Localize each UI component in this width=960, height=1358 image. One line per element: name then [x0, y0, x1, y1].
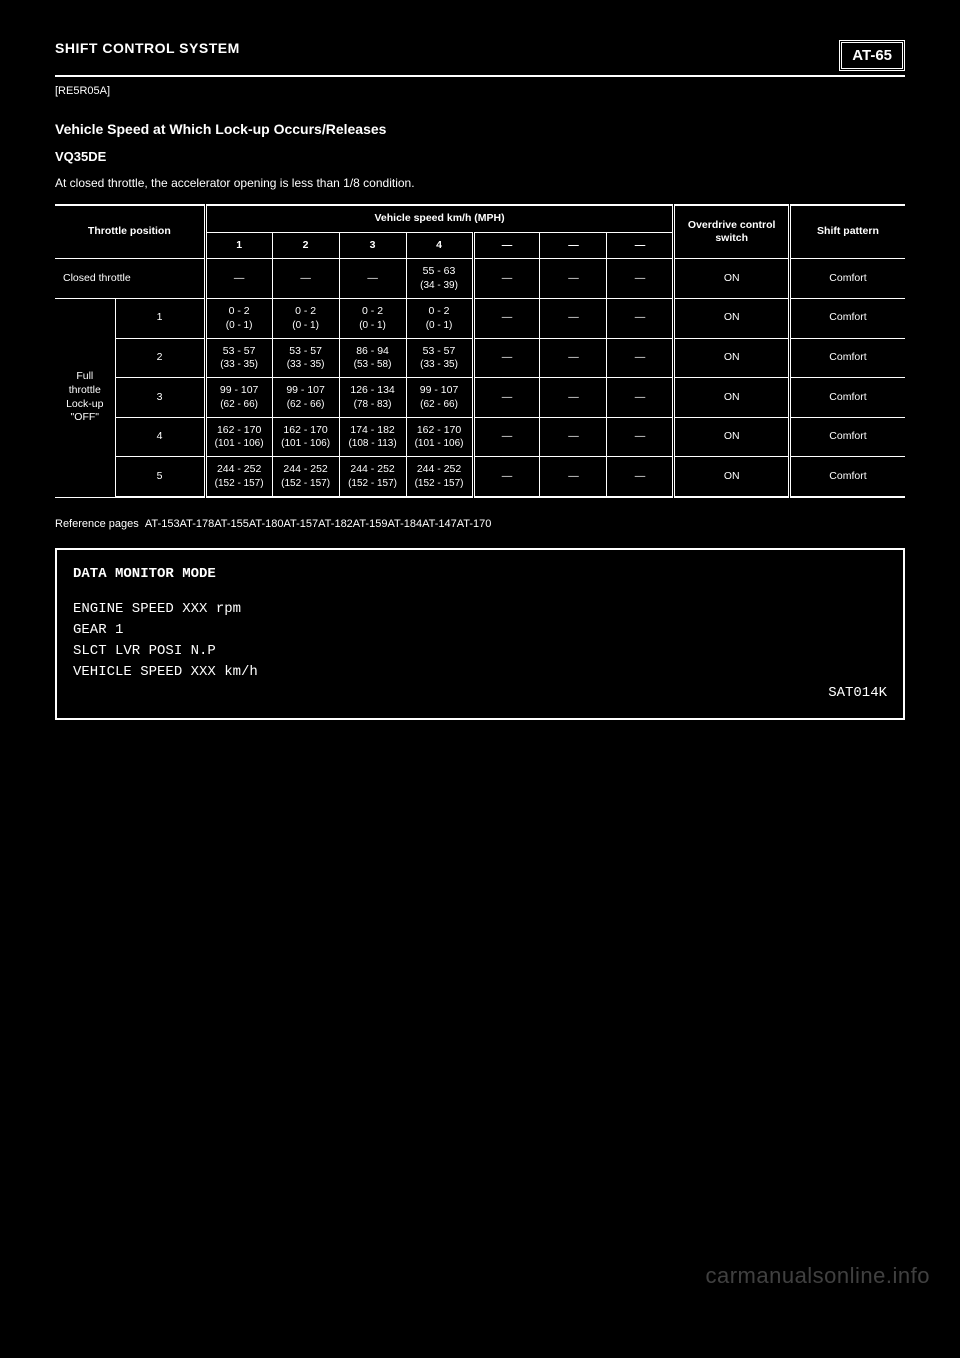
- th-pattern: Shift pattern: [789, 205, 905, 259]
- cell: —: [473, 298, 540, 338]
- header-rule: [55, 75, 905, 77]
- cell-gear: 4: [115, 417, 205, 457]
- cell: —: [473, 378, 540, 418]
- cell: 0 - 2(0 - 1): [205, 298, 272, 338]
- cell: 53 - 57(33 - 35): [406, 338, 473, 378]
- cell: 53 - 57(33 - 35): [205, 338, 272, 378]
- row-full-label: Full throttleLock-up "OFF": [55, 298, 115, 497]
- cell: —: [205, 259, 272, 299]
- section-subtitle: VQ35DE: [55, 149, 905, 164]
- page-code-badge: AT-65: [839, 40, 905, 71]
- monitor-line: ENGINE SPEED XXX rpm: [73, 599, 887, 620]
- cell: Comfort: [789, 378, 905, 418]
- cell: 162 - 170(101 - 106): [205, 417, 272, 457]
- meta-block: [RE5R05A]: [55, 85, 110, 97]
- monitor-line: GEAR 1: [73, 620, 887, 641]
- monitor-line: SLCT LVR POSI N.P: [73, 641, 887, 662]
- cell: 162 - 170(101 - 106): [272, 417, 339, 457]
- cell: 0 - 2(0 - 1): [339, 298, 406, 338]
- th-extra3: —: [607, 232, 674, 259]
- lockup-speed-table: Throttle position Vehicle speed km/h (MP…: [55, 204, 905, 498]
- cell: —: [540, 298, 607, 338]
- cell: Comfort: [789, 259, 905, 299]
- row-closed-label: Closed throttle: [55, 259, 205, 299]
- section-heading: Vehicle Speed at Which Lock-up Occurs/Re…: [55, 121, 905, 137]
- cell: 99 - 107(62 - 66): [272, 378, 339, 418]
- cell: ON: [674, 259, 789, 299]
- cell: —: [473, 338, 540, 378]
- cell: 162 - 170(101 - 106): [406, 417, 473, 457]
- cell: 244 - 252(152 - 157): [205, 457, 272, 497]
- th-g4: 4: [406, 232, 473, 259]
- cell: 86 - 94(53 - 58): [339, 338, 406, 378]
- cell: 55 - 63(34 - 39): [406, 259, 473, 299]
- cell: ON: [674, 378, 789, 418]
- cell: —: [540, 417, 607, 457]
- cell: —: [473, 259, 540, 299]
- cell: —: [339, 259, 406, 299]
- cell-gear: 2: [115, 338, 205, 378]
- th-g2: 2: [272, 232, 339, 259]
- cell-gear: 3: [115, 378, 205, 418]
- cell: —: [540, 338, 607, 378]
- page-title: SHIFT CONTROL SYSTEM: [55, 40, 240, 56]
- cell: —: [607, 417, 674, 457]
- cell: 99 - 107(62 - 66): [205, 378, 272, 418]
- cell: —: [272, 259, 339, 299]
- cell: 99 - 107(62 - 66): [406, 378, 473, 418]
- cell: 244 - 252(152 - 157): [272, 457, 339, 497]
- monitor-title: DATA MONITOR MODE: [73, 564, 887, 585]
- cell: 0 - 2(0 - 1): [406, 298, 473, 338]
- th-throttle: Throttle position: [55, 205, 205, 259]
- cell: 174 - 182(108 - 113): [339, 417, 406, 457]
- th-extra1: —: [473, 232, 540, 259]
- cell-gear: 1: [115, 298, 205, 338]
- doc-meta: [RE5R05A]: [55, 85, 905, 97]
- cell: ON: [674, 417, 789, 457]
- th-extra2: —: [540, 232, 607, 259]
- cell: —: [540, 457, 607, 497]
- cell: ON: [674, 298, 789, 338]
- cell: —: [540, 378, 607, 418]
- monitor-code: SAT014K: [73, 683, 887, 704]
- th-od: Overdrive control switch: [674, 205, 789, 259]
- th-speed: Vehicle speed km/h (MPH): [205, 205, 674, 232]
- cell: 0 - 2(0 - 1): [272, 298, 339, 338]
- cell: ON: [674, 338, 789, 378]
- cell: —: [473, 457, 540, 497]
- th-g3: 3: [339, 232, 406, 259]
- cell: —: [607, 378, 674, 418]
- cell: Comfort: [789, 338, 905, 378]
- cell: 244 - 252(152 - 157): [406, 457, 473, 497]
- cell: 53 - 57(33 - 35): [272, 338, 339, 378]
- cell: —: [473, 417, 540, 457]
- spec-line: At closed throttle, the accelerator open…: [55, 176, 905, 190]
- reference-line: Reference pages AT-153AT-178AT-155AT-180…: [55, 518, 905, 530]
- cell: —: [607, 457, 674, 497]
- th-g1: 1: [205, 232, 272, 259]
- cell: —: [607, 298, 674, 338]
- cell: 126 - 134(78 - 83): [339, 378, 406, 418]
- cell: Comfort: [789, 457, 905, 497]
- data-monitor-box: DATA MONITOR MODE ENGINE SPEED XXX rpm G…: [55, 548, 905, 720]
- cell: —: [607, 259, 674, 299]
- cell: Comfort: [789, 417, 905, 457]
- cell-gear: 5: [115, 457, 205, 497]
- cell: ON: [674, 457, 789, 497]
- cell: —: [540, 259, 607, 299]
- cell: 244 - 252(152 - 157): [339, 457, 406, 497]
- cell: —: [607, 338, 674, 378]
- cell: Comfort: [789, 298, 905, 338]
- monitor-line: VEHICLE SPEED XXX km/h: [73, 662, 887, 683]
